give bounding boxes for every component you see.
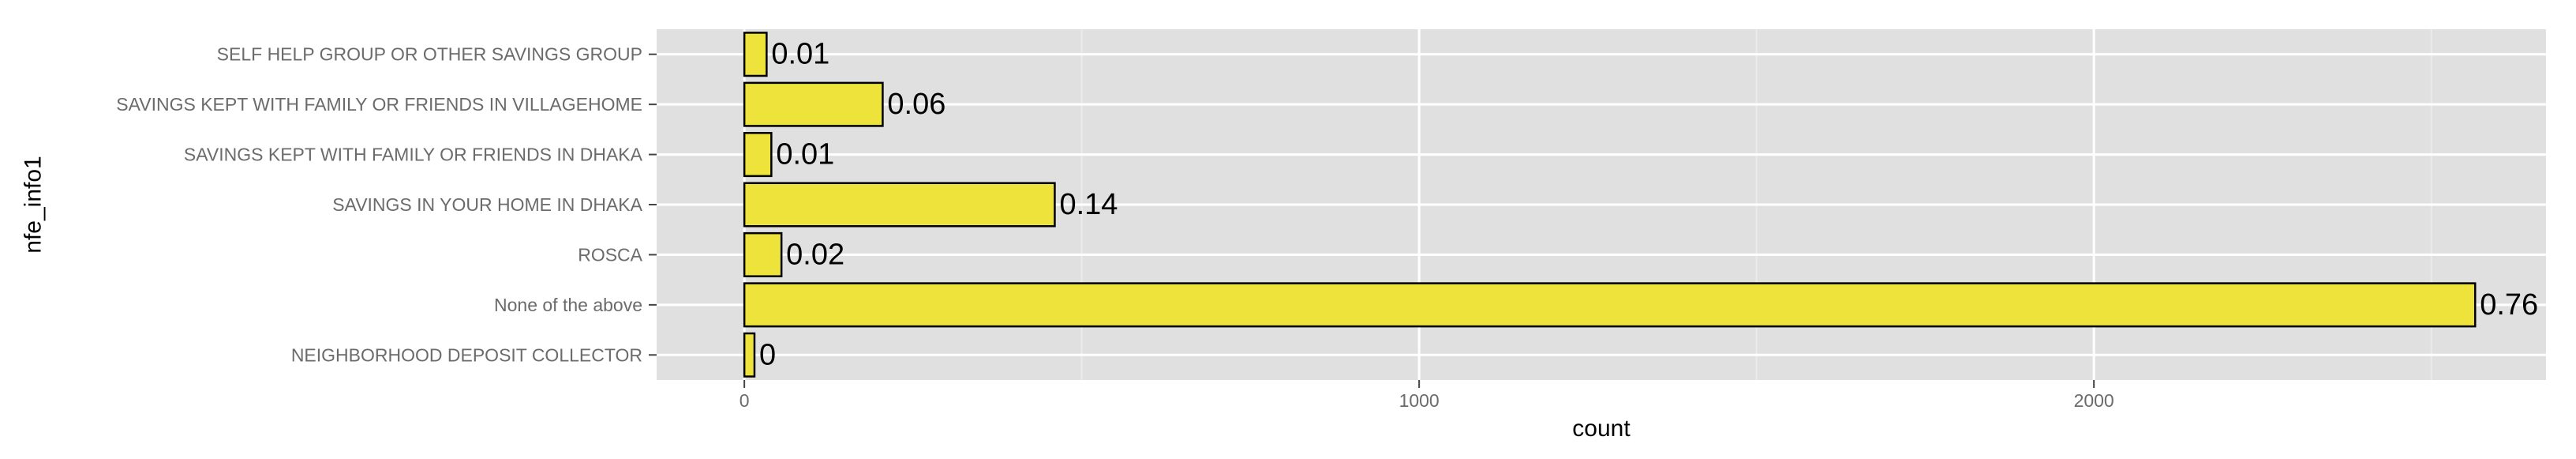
data-label: 0.76: [2480, 288, 2538, 322]
data-label: 0.06: [887, 88, 945, 121]
data-label: 0.14: [1059, 188, 1118, 221]
x-tick-label: 0: [739, 390, 750, 411]
data-label: 0.01: [771, 38, 829, 71]
x-axis-title: count: [1572, 416, 1631, 442]
x-tick-label: 1000: [1399, 390, 1440, 411]
y-axis: SELF HELP GROUP OR OTHER SAVINGS GROUP SA…: [116, 44, 657, 365]
bar: [743, 81, 884, 127]
bar: [743, 132, 773, 178]
y-tick-label: ROSCA: [578, 244, 642, 265]
x-tick-label: 2000: [2074, 390, 2114, 411]
data-label: 0.02: [786, 238, 844, 271]
bar: [743, 282, 2477, 328]
data-label: 0: [759, 338, 776, 371]
bar: [743, 231, 783, 277]
data-label: 0.01: [776, 138, 834, 171]
bar: [743, 182, 1056, 228]
y-tick-label: SAVINGS IN YOUR HOME IN DHAKA: [332, 194, 642, 215]
grid-lines: [657, 29, 2546, 380]
bars: [743, 32, 2477, 378]
bar: [743, 32, 768, 77]
y-tick-label: None of the above: [494, 295, 642, 315]
data-labels: 0.01 0.06 0.01 0.14 0.02 0.76 0: [759, 38, 2538, 372]
x-axis: 0 1000 2000: [739, 380, 2114, 411]
bar: [743, 332, 756, 378]
y-tick-label: NEIGHBORHOOD DEPOSIT COLLECTOR: [291, 344, 642, 365]
y-tick-label: SAVINGS KEPT WITH FAMILY OR FRIENDS IN V…: [116, 94, 642, 115]
y-axis-title: nfe_info1: [21, 156, 47, 253]
y-tick-label: SELF HELP GROUP OR OTHER SAVINGS GROUP: [217, 44, 642, 65]
y-tick-label: SAVINGS KEPT WITH FAMILY OR FRIENDS IN D…: [184, 145, 643, 165]
